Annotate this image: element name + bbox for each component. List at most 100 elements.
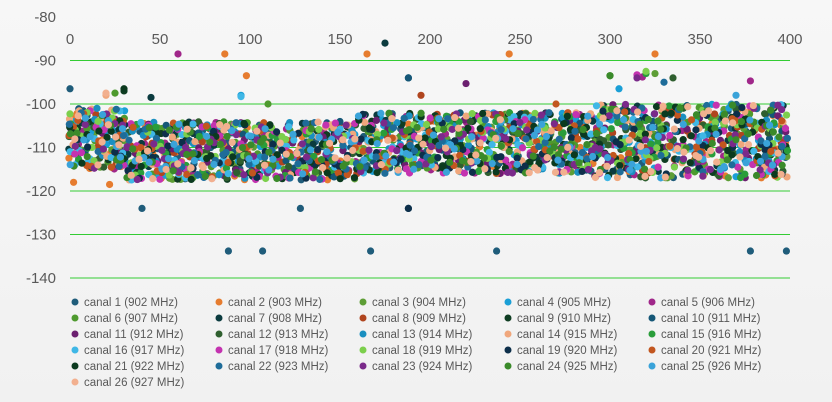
legend-item: canal 25 (926 MHz)	[648, 361, 762, 373]
data-point	[331, 154, 339, 162]
data-point	[240, 171, 248, 179]
data-point	[741, 170, 749, 178]
data-point	[290, 136, 298, 144]
data-point	[103, 133, 111, 141]
legend-item: canal 18 (919 MHz)	[359, 345, 473, 357]
legend-label: canal 19 (920 MHz)	[517, 345, 618, 357]
data-point	[189, 120, 197, 128]
data-point	[782, 247, 791, 255]
data-point	[189, 150, 197, 158]
data-point	[273, 128, 281, 136]
data-point	[302, 153, 311, 161]
data-point	[137, 162, 145, 171]
legend-label: canal 10 (911 MHz)	[661, 313, 761, 325]
data-point	[350, 174, 358, 182]
data-point	[680, 148, 688, 156]
data-point	[616, 141, 624, 149]
data-point	[467, 158, 475, 166]
data-point	[567, 134, 575, 142]
data-point	[679, 120, 687, 128]
legend-label: canal 9 (910 MHz)	[517, 313, 611, 325]
data-point	[761, 110, 769, 118]
legend-item: canal 20 (921 MHz)	[648, 345, 762, 357]
data-point	[756, 157, 765, 165]
legend-item: canal 23 (924 MHz)	[359, 361, 473, 373]
legend-label: canal 24 (925 MHz)	[517, 361, 618, 373]
data-point	[673, 145, 681, 153]
data-point	[299, 170, 307, 178]
data-point	[164, 142, 172, 150]
data-point	[557, 145, 565, 153]
legend: canal 1 (902 MHz) canal 2 (903 MHz) canal …	[71, 297, 762, 389]
data-point	[579, 125, 587, 134]
data-point	[115, 162, 123, 171]
data-point	[94, 161, 102, 169]
data-point	[238, 143, 247, 152]
data-point	[111, 89, 119, 97]
data-point	[377, 109, 385, 117]
legend-label: canal 2 (903 MHz)	[228, 297, 322, 309]
data-point	[783, 147, 792, 155]
data-point	[654, 138, 662, 146]
data-point	[555, 135, 563, 143]
data-point	[669, 74, 677, 82]
data-point	[273, 174, 281, 183]
data-point	[603, 153, 612, 162]
data-point	[339, 146, 347, 155]
data-point	[637, 142, 645, 150]
data-point	[223, 132, 231, 141]
data-point	[744, 140, 753, 149]
data-point	[448, 125, 456, 133]
data-point	[552, 100, 560, 108]
data-point	[712, 130, 720, 138]
legend-label: canal 5 (906 MHz)	[661, 297, 755, 309]
data-point	[426, 114, 434, 122]
data-point	[692, 111, 701, 119]
data-point	[732, 91, 740, 99]
data-point	[763, 139, 771, 148]
y-tick-label: -110	[27, 140, 56, 157]
data-point	[516, 118, 524, 127]
data-point	[360, 124, 368, 133]
data-point	[260, 161, 269, 169]
data-point	[195, 132, 203, 141]
data-point	[455, 167, 463, 175]
data-point	[276, 139, 284, 147]
data-point	[71, 135, 79, 143]
data-point	[587, 130, 595, 138]
data-point	[240, 119, 248, 127]
data-point	[591, 173, 599, 182]
legend-item: canal 19 (920 MHz)	[504, 345, 618, 357]
data-point	[522, 135, 530, 143]
data-point	[104, 121, 112, 129]
data-point	[413, 123, 421, 132]
data-point	[317, 156, 326, 164]
legend-marker	[215, 298, 223, 306]
data-point	[70, 178, 78, 186]
data-point	[666, 142, 674, 150]
data-point	[521, 162, 529, 170]
data-point	[269, 140, 277, 148]
data-point	[229, 153, 237, 161]
data-point	[604, 141, 612, 149]
data-point	[119, 131, 128, 140]
data-point	[633, 163, 642, 171]
data-point	[771, 170, 779, 178]
data-point	[749, 101, 757, 110]
data-point	[198, 138, 206, 146]
data-point	[405, 126, 413, 134]
data-point	[654, 132, 662, 141]
data-point	[384, 136, 392, 144]
data-point	[651, 69, 659, 78]
data-point	[66, 110, 74, 118]
data-point	[169, 167, 177, 175]
legend-label: canal 8 (909 MHz)	[372, 313, 466, 325]
data-point	[77, 149, 86, 157]
legend-label: canal 18 (919 MHz)	[372, 345, 473, 357]
legend-marker	[71, 298, 79, 306]
x-tick-label: 100	[237, 31, 262, 48]
data-point	[529, 115, 537, 124]
data-point	[535, 159, 543, 167]
data-point	[752, 171, 761, 180]
data-point	[343, 171, 351, 179]
